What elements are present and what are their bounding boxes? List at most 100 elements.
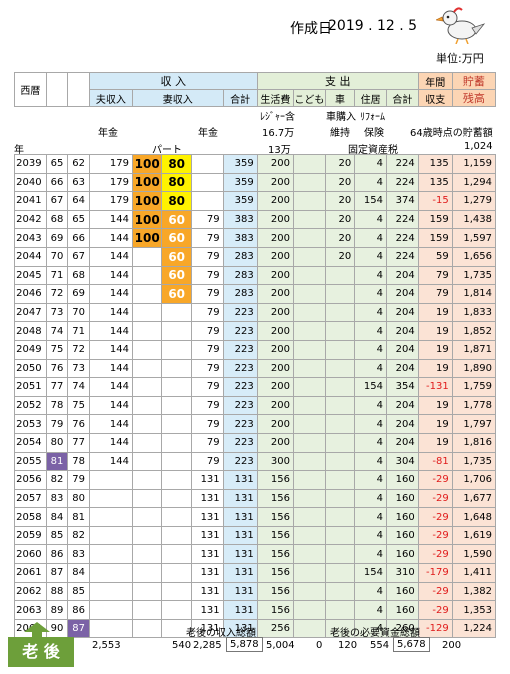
table-cell[interactable]: 78 bbox=[67, 451, 90, 472]
table-cell[interactable]: 135 bbox=[417, 154, 453, 174]
table-cell[interactable] bbox=[292, 507, 326, 527]
table-cell[interactable] bbox=[324, 414, 356, 434]
table-cell[interactable]: 85 bbox=[67, 581, 90, 602]
table-cell[interactable] bbox=[161, 451, 192, 472]
table-cell[interactable] bbox=[88, 563, 133, 583]
table-cell[interactable]: 204 bbox=[385, 414, 419, 434]
table-cell[interactable]: 67 bbox=[67, 246, 90, 267]
table-cell[interactable]: 1,833 bbox=[451, 302, 497, 323]
table-cell[interactable] bbox=[88, 470, 133, 490]
table-cell[interactable]: 75 bbox=[67, 395, 90, 416]
table-cell[interactable]: 200 bbox=[256, 432, 294, 453]
table-cell[interactable]: 60 bbox=[161, 228, 192, 248]
table-cell[interactable]: 1,294 bbox=[451, 172, 497, 193]
table-cell[interactable]: 200 bbox=[256, 228, 294, 248]
table-cell[interactable]: 283 bbox=[222, 246, 258, 267]
table-cell[interactable]: 359 bbox=[222, 172, 258, 193]
table-cell[interactable] bbox=[131, 525, 163, 546]
table-cell[interactable]: 4 bbox=[354, 321, 387, 341]
table-cell[interactable]: 131 bbox=[222, 488, 258, 509]
table-cell[interactable]: 1,735 bbox=[451, 451, 497, 472]
table-cell[interactable]: 4 bbox=[354, 265, 387, 286]
table-cell[interactable]: 1,382 bbox=[451, 581, 497, 602]
table-cell[interactable]: 223 bbox=[222, 414, 258, 434]
table-cell[interactable]: 2056 bbox=[14, 470, 47, 490]
table-cell[interactable]: 204 bbox=[385, 339, 419, 360]
table-cell[interactable] bbox=[161, 339, 192, 360]
table-cell[interactable]: 4 bbox=[354, 600, 387, 620]
table-cell[interactable]: 80 bbox=[45, 432, 69, 453]
table-cell[interactable]: 2058 bbox=[14, 507, 47, 527]
table-cell[interactable]: 4 bbox=[354, 488, 387, 509]
table-cell[interactable]: 1,735 bbox=[451, 265, 497, 286]
table-cell[interactable] bbox=[292, 358, 326, 379]
table-cell[interactable]: 79 bbox=[190, 228, 224, 248]
table-cell[interactable]: 131 bbox=[190, 544, 224, 565]
table-cell[interactable]: 154 bbox=[354, 377, 387, 397]
table-cell[interactable]: 223 bbox=[222, 451, 258, 472]
table-cell[interactable]: 100 bbox=[131, 228, 163, 248]
table-cell[interactable]: 79 bbox=[190, 377, 224, 397]
table-cell[interactable]: 144 bbox=[88, 451, 133, 472]
table-cell[interactable] bbox=[324, 618, 356, 639]
table-cell[interactable]: 84 bbox=[45, 507, 69, 527]
table-cell[interactable]: 131 bbox=[190, 488, 224, 509]
table-cell[interactable]: 224 bbox=[385, 246, 419, 267]
table-cell[interactable]: 200 bbox=[256, 172, 294, 193]
table-cell[interactable]: 1,778 bbox=[451, 395, 497, 416]
table-cell[interactable]: 4 bbox=[354, 507, 387, 527]
table-cell[interactable]: 2048 bbox=[14, 321, 47, 341]
table-cell[interactable]: 224 bbox=[385, 154, 419, 174]
table-cell[interactable]: 4 bbox=[354, 172, 387, 193]
table-cell[interactable]: 160 bbox=[385, 507, 419, 527]
table-cell[interactable] bbox=[131, 302, 163, 323]
table-cell[interactable]: 131 bbox=[222, 507, 258, 527]
table-cell[interactable] bbox=[324, 600, 356, 620]
table-cell[interactable]: 156 bbox=[256, 525, 294, 546]
table-cell[interactable] bbox=[292, 172, 326, 193]
table-cell[interactable]: 87 bbox=[67, 618, 90, 639]
table-cell[interactable]: 131 bbox=[222, 600, 258, 620]
table-cell[interactable]: 154 bbox=[354, 191, 387, 211]
table-cell[interactable] bbox=[88, 488, 133, 509]
table-cell[interactable] bbox=[161, 432, 192, 453]
table-cell[interactable]: -29 bbox=[417, 488, 453, 509]
table-cell[interactable]: 79 bbox=[190, 432, 224, 453]
table-cell[interactable]: 144 bbox=[88, 284, 133, 304]
table-cell[interactable]: 156 bbox=[256, 600, 294, 620]
table-cell[interactable]: 2063 bbox=[14, 600, 47, 620]
table-cell[interactable]: 2049 bbox=[14, 339, 47, 360]
table-cell[interactable] bbox=[292, 432, 326, 453]
table-cell[interactable]: 2044 bbox=[14, 246, 47, 267]
table-cell[interactable]: 79 bbox=[190, 321, 224, 341]
table-cell[interactable]: 2059 bbox=[14, 525, 47, 546]
table-cell[interactable] bbox=[161, 618, 192, 639]
table-cell[interactable]: 304 bbox=[385, 451, 419, 472]
table-cell[interactable]: 73 bbox=[45, 302, 69, 323]
table-cell[interactable]: 19 bbox=[417, 339, 453, 360]
table-cell[interactable]: 159 bbox=[417, 209, 453, 230]
table-cell[interactable]: 200 bbox=[256, 209, 294, 230]
table-cell[interactable] bbox=[131, 563, 163, 583]
table-cell[interactable]: 71 bbox=[67, 321, 90, 341]
table-cell[interactable] bbox=[324, 581, 356, 602]
table-cell[interactable]: 156 bbox=[256, 563, 294, 583]
table-cell[interactable] bbox=[324, 488, 356, 509]
table-cell[interactable]: 2041 bbox=[14, 191, 47, 211]
table-cell[interactable]: 2050 bbox=[14, 358, 47, 379]
table-cell[interactable]: 223 bbox=[222, 358, 258, 379]
table-cell[interactable]: 1,590 bbox=[451, 544, 497, 565]
table-cell[interactable]: 144 bbox=[88, 302, 133, 323]
table-cell[interactable] bbox=[324, 507, 356, 527]
table-cell[interactable]: 131 bbox=[190, 563, 224, 583]
table-cell[interactable]: 70 bbox=[45, 246, 69, 267]
table-cell[interactable] bbox=[292, 321, 326, 341]
table-cell[interactable]: 160 bbox=[385, 544, 419, 565]
table-cell[interactable] bbox=[161, 377, 192, 397]
table-cell[interactable]: 2045 bbox=[14, 265, 47, 286]
table-cell[interactable]: -29 bbox=[417, 600, 453, 620]
table-cell[interactable] bbox=[292, 377, 326, 397]
table-cell[interactable] bbox=[292, 563, 326, 583]
table-cell[interactable]: 59 bbox=[417, 246, 453, 267]
table-cell[interactable] bbox=[161, 302, 192, 323]
